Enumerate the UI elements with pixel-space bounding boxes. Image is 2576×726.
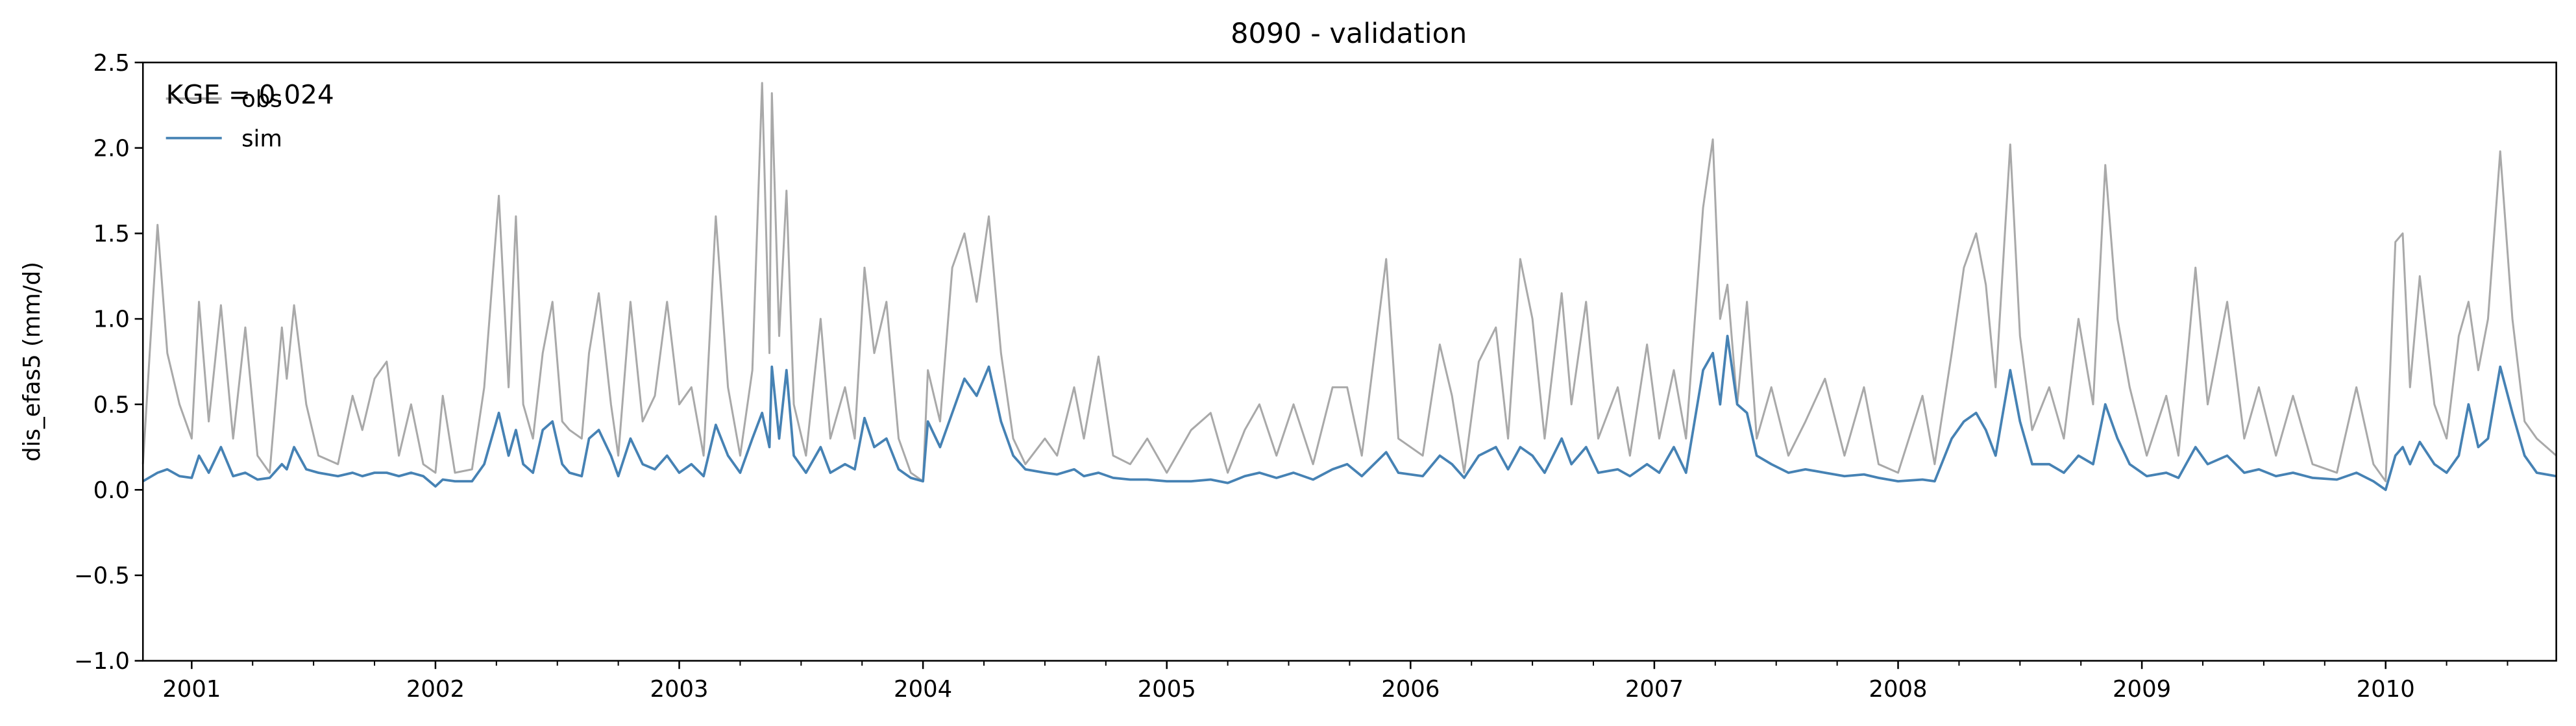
y-axis-label: dis_efas5 (mm/d)	[19, 262, 45, 462]
x-tick-label: 2002	[406, 676, 465, 703]
y-tick-label: 1.5	[93, 221, 130, 247]
y-tick-label: −0.5	[74, 563, 130, 590]
series-line	[142, 334, 2557, 492]
x-tick-label: 2007	[1625, 676, 1684, 703]
x-tick-label: 2006	[1381, 676, 1440, 703]
x-tick-label: 2005	[1138, 676, 1196, 703]
annotation: KGE = 0.024	[166, 79, 334, 110]
x-tick-label: 2001	[162, 676, 221, 703]
axes-frame	[141, 61, 2557, 662]
legend-label: sim	[241, 125, 282, 152]
y-tick-label: 2.0	[93, 135, 130, 162]
chart-title: 8090 - validation	[1231, 18, 1467, 50]
x-tick-label: 2009	[2113, 676, 2171, 703]
y-tick-label: 0.5	[93, 392, 130, 418]
y-tick-label: 1.0	[93, 307, 130, 333]
x-tick-label: 2008	[1869, 676, 1927, 703]
y-tick-label: −1.0	[74, 648, 130, 675]
legend-label: obs	[241, 86, 282, 113]
y-tick-label: 0.0	[93, 477, 130, 504]
y-tick-label: 2.5	[93, 50, 130, 77]
series-line	[141, 82, 2557, 482]
x-tick-label: 2003	[650, 676, 708, 703]
x-tick-label: 2010	[2357, 676, 2415, 703]
x-tick-label: 2004	[894, 676, 952, 703]
